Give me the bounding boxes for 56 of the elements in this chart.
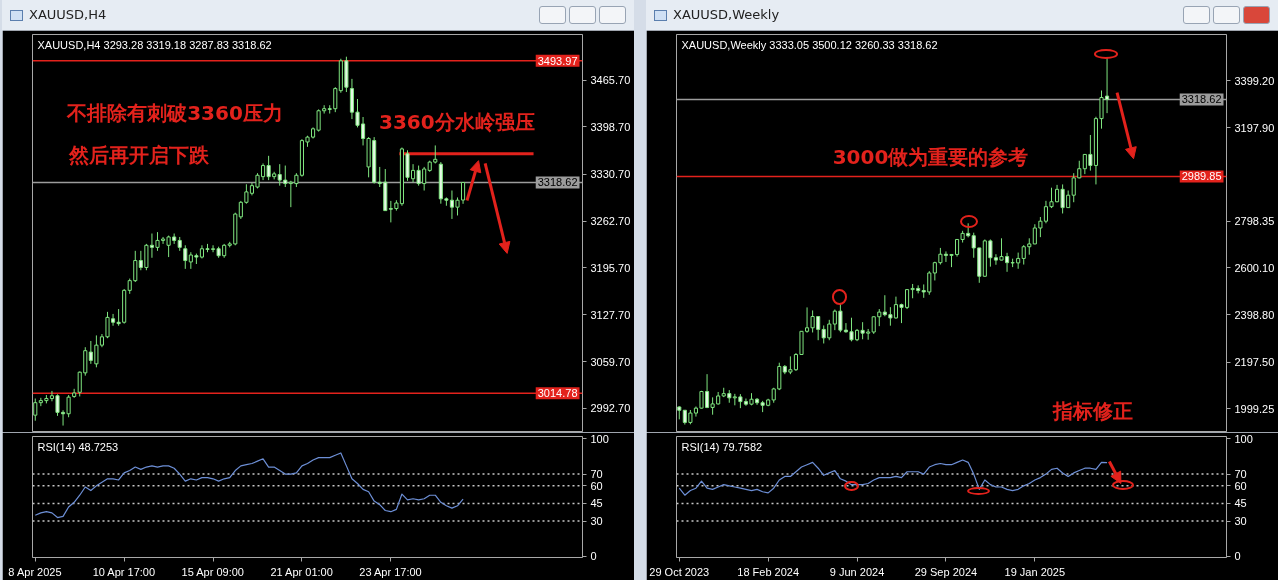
chart-title: RSI(14) 48.7253 [37,440,119,453]
x-tick-label: 29 Oct 2023 [649,565,710,578]
x-tick-label: 15 Apr 09:00 [181,565,244,578]
line-series [678,459,1108,496]
x-tick-label: 21 Apr 01:00 [270,565,333,578]
y-tick-label: 100 [1234,432,1253,445]
x-tick-label: 8 Apr 2025 [8,565,62,578]
y-tick-label: 1999.25 [1234,402,1275,415]
y-tick-label: 3195.70 [590,261,631,274]
chart-title: XAUUSD,H4 [29,5,107,24]
y-tick-label: 0 [590,550,597,563]
y-tick-label: 60 [1234,479,1247,492]
y-tick-label: 45 [1234,497,1247,510]
chart-subtitle: XAUUSD,Weekly 3333.05 3500.12 3260.33 3318.62 [681,38,938,51]
x-tick-label: 19 Jan 2025 [1004,565,1066,578]
y-tick-label: 2398.80 [1234,308,1275,321]
annotation: 3360分水岭强压 [379,109,535,134]
y-tick-label: 3262.70 [590,215,631,228]
y-tick-label: 60 [590,479,603,492]
y-tick-label: 2992.70 [590,402,631,415]
y-tick-label: 0 [1234,550,1241,563]
chart-title: RSI(14) 79.7582 [681,440,763,453]
line-series [34,452,464,519]
annotation: 然后再开启下跌 [68,143,211,168]
x-tick-label: 10 Apr 17:00 [92,565,156,578]
chart-title: XAUUSD,Weekly [673,5,780,24]
y-tick-label: 2197.50 [1234,356,1275,369]
y-tick-label: 3330.70 [590,168,631,181]
x-tick-label: 29 Sep 2024 [914,565,978,578]
y-tick-label: 2600.10 [1234,261,1275,274]
x-tick-label: 9 Jun 2024 [829,565,885,578]
y-tick-label: 3398.70 [590,120,631,133]
x-tick-label: 18 Feb 2024 [737,565,800,578]
ref-line-label: 2989.85 [1181,170,1222,183]
y-tick-label: 3127.70 [590,308,631,321]
y-tick-label: 2798.35 [1234,215,1275,228]
annotation: 指标修正 [1051,398,1133,423]
ref-line-label: 3318.62 [1181,93,1222,106]
ref-line-label: 3493.97 [537,54,578,67]
annotation: 不排除有刺破3360压力 [66,101,283,126]
ref-line-label: 3318.62 [537,176,578,189]
y-tick-label: 3465.70 [590,74,631,87]
y-tick-label: 70 [590,468,603,481]
y-tick-label: 70 [1234,468,1247,481]
y-tick-label: 3059.70 [590,355,631,368]
y-tick-label: 30 [590,515,603,528]
y-tick-label: 100 [590,432,609,445]
y-tick-label: 3399.20 [1234,74,1275,87]
y-tick-label: 30 [1234,515,1247,528]
candlestick [183,244,188,270]
y-tick-label: 3197.90 [1234,121,1275,134]
y-tick-label: 45 [590,497,603,510]
chart-subtitle: XAUUSD,H4 3293.28 3319.18 3287.83 3318.62 [37,38,272,51]
x-tick-label: 23 Apr 17:00 [359,565,422,578]
annotation: 3000做为重要的参考 [832,145,1029,170]
ref-line-label: 3014.78 [537,387,578,400]
